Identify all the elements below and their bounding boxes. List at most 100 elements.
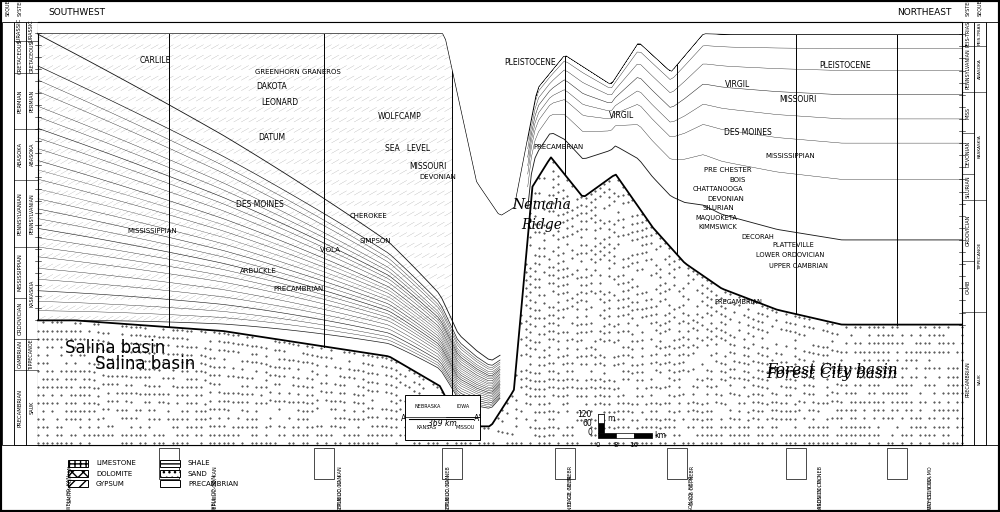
- Polygon shape: [38, 22, 962, 215]
- Bar: [616, 433, 634, 438]
- Bar: [598, 433, 616, 438]
- Text: 60: 60: [582, 419, 592, 428]
- Text: SIMPSON: SIMPSON: [359, 238, 391, 244]
- Text: m: m: [607, 414, 614, 423]
- Text: MISSISSIPPIAN: MISSISSIPPIAN: [18, 253, 22, 291]
- Text: PENNSYLVANIAN: PENNSYLVANIAN: [966, 49, 970, 90]
- Text: JEWELL CO, KAN: JEWELL CO, KAN: [68, 475, 72, 512]
- Text: LIMESTONE: LIMESTONE: [96, 460, 136, 466]
- Text: 8: 8: [614, 442, 618, 448]
- Bar: [160, 480, 180, 487]
- Text: MISSISSIPPIAN: MISSISSIPPIAN: [127, 228, 177, 234]
- Text: SHALE: SHALE: [188, 460, 211, 466]
- Text: WASHINGTON CO, KAN: WASHINGTON CO, KAN: [338, 475, 342, 512]
- Text: SILURIAN: SILURIAN: [702, 205, 734, 211]
- Text: PRECAMBRIAN: PRECAMBRIAN: [18, 389, 22, 426]
- Text: DEVONIAN: DEVONIAN: [966, 140, 970, 167]
- Text: PLEISTOCENE: PLEISTOCENE: [504, 58, 556, 67]
- Polygon shape: [38, 157, 962, 445]
- Text: SAUK: SAUK: [978, 373, 982, 385]
- Text: VIOLA: VIOLA: [320, 247, 340, 253]
- Text: IOWA: IOWA: [457, 404, 470, 409]
- Text: SAUK: SAUK: [30, 401, 34, 414]
- Text: Salina basin: Salina basin: [65, 339, 165, 357]
- Text: SEQUENCE: SEQUENCE: [5, 0, 10, 16]
- Bar: [68, 480, 88, 487]
- Text: SMITH CO, KAN: SMITH CO, KAN: [68, 466, 72, 503]
- Text: MAQUOKETA: MAQUOKETA: [695, 215, 737, 221]
- Text: PRECAMBRIAN: PRECAMBRIAN: [533, 144, 583, 151]
- Bar: [974, 22, 986, 445]
- Text: LOWER ORDOVICIAN: LOWER ORDOVICIAN: [756, 252, 824, 258]
- Bar: [68, 460, 88, 467]
- Text: TIPPECANOE: TIPPECANOE: [30, 339, 34, 370]
- Text: DOLOMITE: DOLOMITE: [96, 471, 132, 477]
- Text: PEIS-TRIAS: PEIS-TRIAS: [966, 20, 970, 47]
- Text: NORTHEAST: NORTHEAST: [898, 8, 952, 17]
- Text: Forest City basin: Forest City basin: [766, 362, 898, 377]
- Text: WOLFCAMP: WOLFCAMP: [378, 112, 422, 121]
- Bar: [2, 22, 14, 445]
- Text: Ridge: Ridge: [522, 218, 562, 232]
- Text: VIRGIL: VIRGIL: [725, 80, 751, 89]
- Text: CRETACEOUS: CRETACEOUS: [18, 39, 22, 74]
- Text: GREENHORN GRANEROS: GREENHORN GRANEROS: [255, 69, 341, 75]
- Text: MISSISSIPPIAN: MISSISSIPPIAN: [765, 153, 815, 159]
- Text: ATCHISON CO, MO: ATCHISON CO, MO: [818, 475, 822, 512]
- Bar: [598, 414, 604, 423]
- Text: PRECAMBRIAN: PRECAMBRIAN: [188, 481, 238, 487]
- Text: Salina basin: Salina basin: [95, 354, 195, 373]
- Text: PERMIAN: PERMIAN: [18, 89, 22, 113]
- Text: MISSOURI: MISSOURI: [409, 162, 447, 171]
- Text: SYSTEM: SYSTEM: [18, 0, 22, 16]
- Text: BOIS: BOIS: [730, 177, 746, 183]
- Bar: [786, 448, 806, 479]
- Bar: [160, 460, 180, 467]
- Text: KASKASKIA: KASKASKIA: [30, 279, 34, 307]
- Text: REPUBLIC CO, KAN: REPUBLIC CO, KAN: [212, 466, 218, 511]
- Text: REPUBLIC CO, KAN: REPUBLIC CO, KAN: [338, 466, 342, 511]
- Text: MISSOU: MISSOU: [455, 425, 475, 430]
- Bar: [555, 448, 575, 479]
- Text: 0: 0: [596, 442, 600, 448]
- Text: LEONARD: LEONARD: [261, 98, 299, 107]
- Text: Nemaha: Nemaha: [513, 198, 571, 212]
- Text: ARBUCKLE: ARBUCKLE: [240, 268, 276, 274]
- Text: WASHINGTON CO, KAN: WASHINGTON CO, KAN: [446, 475, 450, 512]
- Text: KANSAS: KANSAS: [416, 425, 436, 430]
- Bar: [159, 448, 179, 479]
- Text: JOHNSON CO, NEBR: JOHNSON CO, NEBR: [690, 475, 694, 512]
- Text: SEQUENCE: SEQUENCE: [978, 0, 982, 16]
- Bar: [442, 448, 462, 479]
- Text: Forest City basin: Forest City basin: [766, 367, 898, 381]
- Bar: [887, 448, 907, 479]
- Bar: [38, 22, 962, 445]
- Text: TIPPECANOE: TIPPECANOE: [978, 242, 982, 270]
- Text: PLEISTOCENE: PLEISTOCENE: [819, 61, 871, 70]
- Text: PRECAMBRIAN: PRECAMBRIAN: [966, 361, 970, 397]
- Text: ORDOVICIAN: ORDOVICIAN: [966, 215, 970, 246]
- Text: GAGE CO, NEBR: GAGE CO, NEBR: [690, 466, 694, 505]
- Text: SOUTHWEST: SOUTHWEST: [48, 8, 105, 17]
- Text: PENNSYLVANIAN: PENNSYLVANIAN: [18, 192, 22, 235]
- Bar: [962, 22, 974, 445]
- Text: REPUBLIC CO, NEB: REPUBLIC CO, NEB: [446, 466, 450, 511]
- Text: SYSTEM: SYSTEM: [966, 0, 970, 16]
- Text: PENNSYLVANIAN: PENNSYLVANIAN: [30, 193, 34, 234]
- Bar: [405, 395, 480, 440]
- Text: DATUM: DATUM: [258, 133, 286, 142]
- Text: NEBRASKA: NEBRASKA: [414, 404, 441, 409]
- Text: DES MOINES: DES MOINES: [724, 127, 772, 137]
- Text: PEIS-TRIAS: PEIS-TRIAS: [978, 22, 982, 46]
- Text: DES MOINES: DES MOINES: [236, 200, 284, 209]
- Text: GYPSUM: GYPSUM: [96, 481, 125, 487]
- Text: 16: 16: [630, 442, 639, 448]
- Text: SAND: SAND: [188, 471, 208, 477]
- Bar: [160, 470, 180, 477]
- Bar: [986, 22, 998, 445]
- Text: KIMMSWICK: KIMMSWICK: [699, 224, 737, 230]
- Text: JURASSIC: JURASSIC: [18, 19, 22, 44]
- Text: PRECAMBRIAN: PRECAMBRIAN: [273, 286, 323, 292]
- Text: ATCHISON CO, MO: ATCHISON CO, MO: [928, 466, 932, 510]
- Text: KASKASKIA: KASKASKIA: [978, 134, 982, 158]
